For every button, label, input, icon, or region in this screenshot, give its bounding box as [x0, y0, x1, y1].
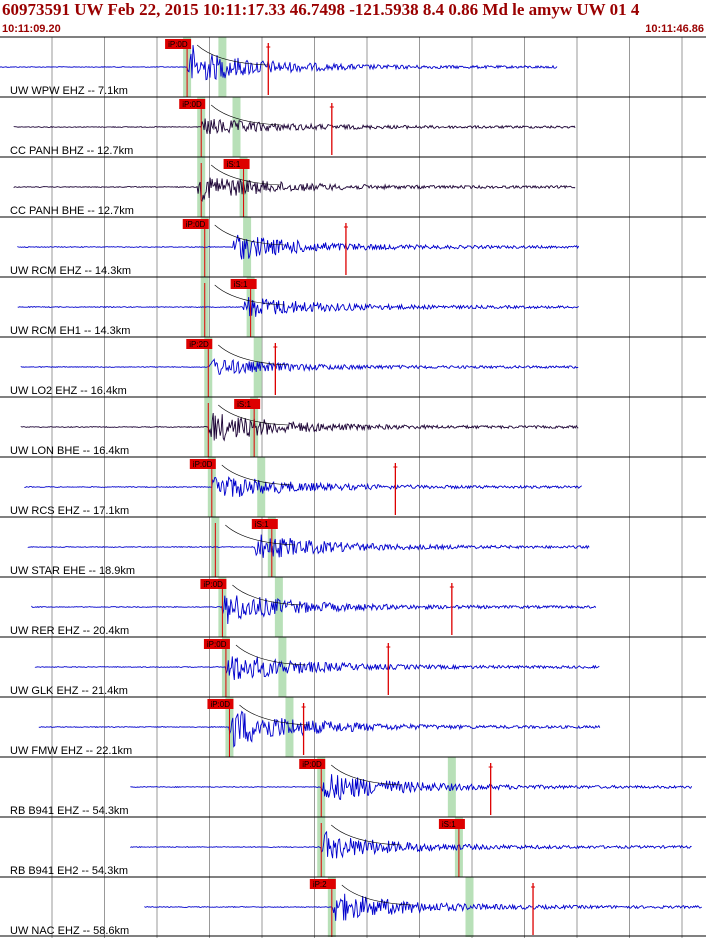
station-label: UW WPW EHZ -- 7.1km: [10, 85, 128, 97]
page-title: 60973591 UW Feb 22, 2015 10:11:17.33 46.…: [2, 0, 640, 19]
pick-label-box: [230, 279, 257, 289]
pick-label: iP:0D: [302, 760, 322, 769]
pick-label: iP:0D: [186, 220, 206, 229]
pick-label-box: [186, 339, 213, 349]
pick-label: iS:1: [234, 280, 248, 289]
station-label: UW NAC EHZ -- 58.6km: [10, 925, 129, 937]
pick-label-box: [309, 879, 336, 889]
station-label: UW RCS EHZ -- 17.1km: [10, 505, 129, 517]
pick-label-box: [234, 399, 261, 409]
waveform-trace: [13, 118, 576, 135]
pick-label: iP:0D: [182, 100, 202, 109]
pick-label: iP:2: [313, 880, 327, 889]
station-label: UW STAR EHE -- 18.9km: [10, 565, 135, 577]
waveform-trace: [20, 358, 579, 376]
waveform-trace: [130, 830, 692, 859]
pick-label-box: [179, 99, 206, 109]
end-time-label: 10:11:46.86: [645, 23, 704, 35]
pick-label-box: [223, 159, 250, 169]
station-label: UW LON BHE -- 16.4km: [10, 445, 129, 457]
pick-label: iP:0D: [203, 580, 223, 589]
station-label: UW RCM EH1 -- 14.3km: [10, 325, 130, 337]
coda-curve: [331, 764, 402, 786]
pick-label-box: [438, 819, 465, 829]
start-time-label: 10:11:09.20: [2, 23, 61, 35]
pick-label-box: [165, 39, 192, 49]
waveform-trace: [0, 45, 558, 81]
waveform-trace: [13, 177, 576, 202]
station-label: RB B941 EHZ -- 54.3km: [10, 805, 129, 817]
waveform-trace: [20, 412, 579, 442]
pick-label-box: [189, 459, 216, 469]
pick-label: iS:1: [442, 820, 456, 829]
pick-label-box: [203, 639, 230, 649]
station-label: RB B941 EH2 -- 54.3km: [10, 865, 128, 877]
coda-curve: [218, 344, 289, 366]
station-label: UW RER EHZ -- 20.4km: [10, 625, 129, 637]
station-label: CC PANH BHE -- 12.7km: [10, 205, 134, 217]
waveform-trace: [38, 710, 601, 748]
waveform-trace: [34, 656, 600, 681]
pick-label-box: [251, 519, 278, 529]
coda-curve: [221, 464, 292, 486]
s-window: [243, 217, 252, 277]
pick-label: iP:0D: [207, 640, 227, 649]
pick-label-box: [182, 219, 209, 229]
s-window: [285, 697, 294, 757]
s-window: [232, 97, 241, 157]
waveform-trace: [130, 774, 693, 800]
coda-curve: [214, 284, 285, 306]
pick-label: iP:0D: [193, 460, 213, 469]
coda-curve: [341, 884, 412, 906]
pick-label-box: [299, 759, 326, 769]
pick-label: iS:1: [237, 400, 251, 409]
coda-curve: [232, 584, 303, 606]
station-label: UW GLK EHZ -- 21.4km: [10, 685, 128, 697]
coda-curve: [235, 644, 306, 666]
waveform-trace: [31, 595, 597, 625]
waveform-trace: [27, 534, 590, 558]
station-label: UW LO2 EHZ -- 16.4km: [10, 385, 127, 397]
station-label: CC PANH BHZ -- 12.7km: [10, 145, 133, 157]
pick-label: iS:1: [227, 160, 241, 169]
coda-curve: [331, 824, 402, 846]
pick-label: iP:0D: [168, 40, 188, 49]
coda-curve: [211, 104, 282, 126]
waveform-trace: [17, 234, 580, 260]
pick-label: iS:1: [255, 520, 269, 529]
coda-curve: [196, 44, 268, 66]
waveform-trace: [144, 893, 702, 921]
coda-curve: [239, 704, 310, 726]
s-window: [465, 877, 474, 937]
pick-label: iP:2D: [189, 340, 209, 349]
coda-curve: [211, 164, 282, 186]
coda-curve: [218, 404, 289, 426]
s-window: [274, 577, 283, 637]
pick-label-box: [200, 579, 227, 589]
station-label: UW FMW EHZ -- 22.1km: [10, 745, 132, 757]
coda-curve: [225, 524, 296, 546]
pick-label-box: [207, 699, 234, 709]
coda-curve: [214, 224, 285, 246]
pick-label: iP:0D: [210, 700, 230, 709]
waveform-trace: [24, 476, 582, 497]
station-label: UW RCM EHZ -- 14.3km: [10, 265, 131, 277]
waveform-trace: [17, 296, 579, 317]
